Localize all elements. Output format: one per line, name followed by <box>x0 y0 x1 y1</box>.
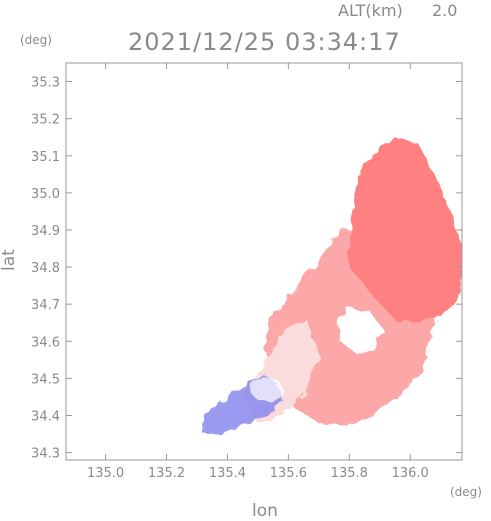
y-tick-label: 34.4 <box>31 409 60 424</box>
y-tick-label: 35.1 <box>31 150 60 165</box>
axis-ticks: 135.0 135.2 135.4 135.6 135.8 136.0 34.3 34.4 34… <box>31 63 462 481</box>
y-unit-label: (deg) <box>20 33 52 47</box>
y-tick-label: 35.2 <box>31 113 60 128</box>
x-tick-label: 135.0 <box>87 466 124 481</box>
altitude-value: 2.0 <box>432 1 457 20</box>
x-tick-label: 135.2 <box>148 466 185 481</box>
echo-field <box>203 137 462 434</box>
y-tick-label: 35.0 <box>31 187 60 202</box>
y-tick-label: 35.3 <box>31 76 60 91</box>
echo-free-hole <box>337 307 383 353</box>
y-tick-label: 34.6 <box>31 335 60 350</box>
near-zero-patch <box>251 377 283 402</box>
y-tick-label: 34.9 <box>31 224 60 239</box>
northeast-echo <box>349 137 462 323</box>
x-tick-label: 135.8 <box>331 466 368 481</box>
plot-frame <box>65 62 463 461</box>
x-unit-label: (deg) <box>450 485 482 499</box>
y-tick-label: 34.7 <box>31 298 60 313</box>
x-axis-label: lon <box>252 501 278 521</box>
y-tick-label: 34.8 <box>31 261 60 276</box>
x-tick-label: 135.6 <box>270 466 307 481</box>
y-tick-label: 34.5 <box>31 372 60 387</box>
x-tick-label: 135.4 <box>209 466 246 481</box>
y-tick-label: 34.3 <box>31 447 60 462</box>
altitude-label: ALT(km) <box>338 1 403 20</box>
timestamp-title: 2021/12/25 03:34:17 <box>128 28 401 56</box>
x-tick-label: 136.0 <box>392 466 429 481</box>
y-axis-label: lat <box>0 249 19 271</box>
